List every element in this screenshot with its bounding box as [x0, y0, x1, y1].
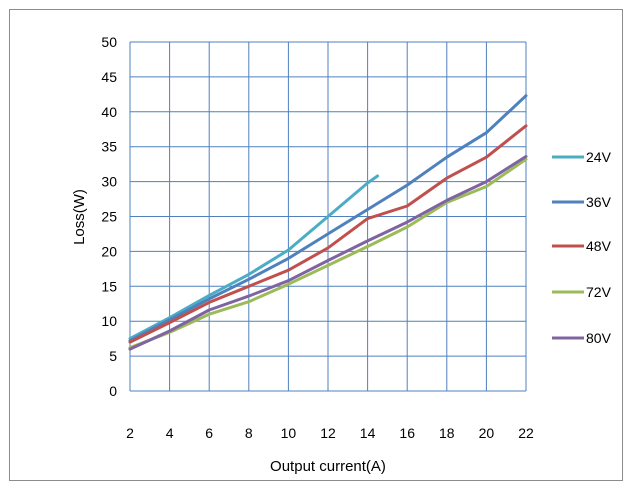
x-tick-label: 18: [439, 425, 455, 441]
x-tick-label: 8: [245, 425, 253, 441]
series-line-72V: [128, 157, 528, 350]
x-tick-label: 14: [360, 425, 376, 441]
y-tick-label: 25: [101, 209, 117, 225]
grid: [129, 41, 527, 392]
y-tick-label: 40: [101, 104, 117, 120]
y-tick-label: 20: [101, 243, 117, 259]
x-axis-title: Output current(A): [270, 458, 386, 475]
x-tick-label: 20: [479, 425, 495, 441]
x-axis-ticks: 2 4 6 8 10 12 14 16 18 20 22: [126, 425, 534, 441]
x-tick-label: 2: [126, 425, 134, 441]
series-line-48V: [128, 124, 528, 344]
x-tick-label: 16: [399, 425, 415, 441]
legend: 24V 36V 48V 72V 80V: [552, 149, 612, 346]
series-line-24V: [128, 174, 379, 341]
series-line-80V: [128, 155, 528, 351]
legend-label-72V: 72V: [586, 284, 612, 300]
y-tick-label: 10: [101, 313, 117, 329]
legend-label-48V: 48V: [586, 238, 612, 254]
y-axis-ticks: 0 5 10 15 20 25 30 35 40 45 50: [101, 34, 117, 399]
series-lines: [128, 94, 528, 351]
y-tick-label: 0: [109, 383, 117, 399]
x-tick-label: 10: [281, 425, 297, 441]
y-tick-label: 15: [101, 278, 117, 294]
y-tick-label: 45: [101, 69, 117, 85]
y-tick-label: 30: [101, 174, 117, 190]
y-tick-label: 5: [109, 348, 117, 364]
legend-label-36V: 36V: [586, 194, 612, 210]
legend-label-80V: 80V: [586, 330, 612, 346]
x-tick-label: 6: [205, 425, 213, 441]
x-tick-label: 4: [166, 425, 174, 441]
x-tick-label: 22: [518, 425, 534, 441]
x-tick-label: 12: [320, 425, 336, 441]
legend-label-24V: 24V: [586, 149, 612, 165]
y-tick-label: 35: [101, 139, 117, 155]
y-tick-label: 50: [101, 34, 117, 50]
series-line-36V: [128, 94, 528, 343]
chart-frame: [9, 9, 623, 481]
y-axis-title: Loss(W): [71, 189, 88, 245]
